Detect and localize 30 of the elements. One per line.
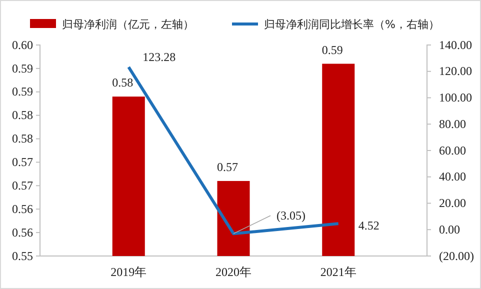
x-tick-label: 2020年 [216,264,252,279]
y-tick-label: 0.57 [12,178,33,193]
y-tick-label: 0.55 [12,248,33,263]
legend-label: 归母净利润（亿元，左轴） [62,18,194,31]
y-tick-label: 0.59 [12,61,33,76]
y-tick-label: 0.58 [12,132,33,146]
y2-tick-label: 100.00 [439,90,472,105]
y-tick-label: 0.59 [12,84,33,99]
y-tick-label: 0.56 [12,225,33,240]
y2-tick-label: 20.00 [439,196,466,210]
y2-tick-label: 140.00 [439,38,472,52]
data-label: 4.52 [358,218,380,233]
data-label: 123.28 [142,50,176,64]
legend-label: 归母净利润同比增长率（%，右轴） [264,18,440,31]
y2-tick-label: (20.00) [439,248,474,263]
y-tick-label: 0.56 [12,202,33,216]
x-tick-label: 2021年 [320,264,356,279]
x-tick-label: 2019年 [110,264,147,279]
y2-tick-label: 0.00 [439,222,460,236]
y2-tick-label: 40.00 [439,170,466,184]
data-label: 0.57 [217,160,238,174]
y-tick-label: 0.57 [12,155,33,170]
y2-tick-label: 60.00 [439,143,466,158]
y-tick-label: 0.60 [12,38,33,52]
data-label: 0.59 [322,42,343,57]
data-label: (3.05) [276,208,306,223]
y2-tick-label: 120.00 [439,64,472,78]
y2-tick-label: 80.00 [439,116,466,131]
data-label: 0.58 [112,76,134,90]
y-tick-label: 0.58 [12,108,33,122]
